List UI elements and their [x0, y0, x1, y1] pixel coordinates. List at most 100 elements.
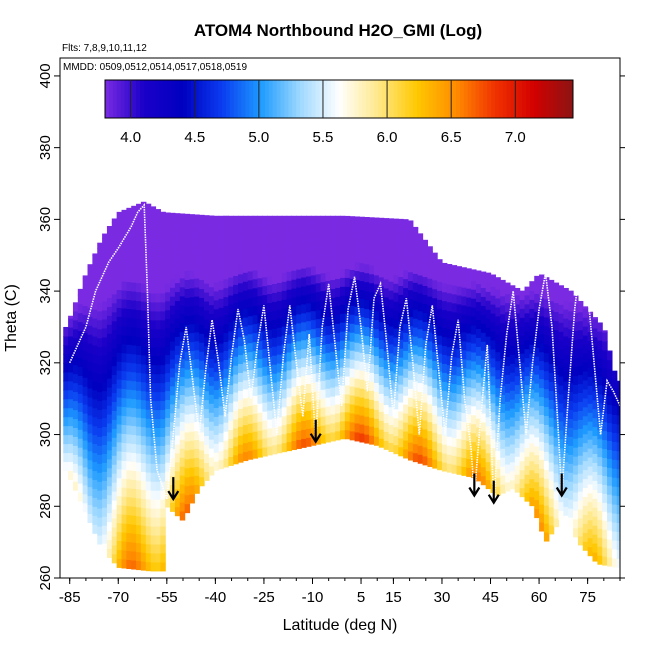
heatmap-cell: [577, 482, 584, 492]
heatmap-cell: [354, 279, 361, 290]
heatmap-cell: [427, 448, 433, 459]
heatmap-cell: [140, 498, 147, 508]
heatmap-cell: [514, 483, 521, 493]
heatmap-cell: [267, 374, 273, 384]
heatmap-cell: [262, 375, 268, 385]
heatmap-cell: [364, 263, 370, 274]
heatmap-cell: [111, 526, 118, 537]
heatmap-cell: [262, 339, 268, 349]
heatmap-cell: [582, 370, 589, 381]
heatmap-cell: [616, 450, 620, 461]
heatmap-cell: [228, 277, 234, 287]
heatmap-cell: [427, 313, 433, 324]
heatmap-cell: [286, 360, 293, 371]
heatmap-cell: [407, 388, 414, 398]
heatmap-cell: [597, 501, 603, 511]
heatmap-cell: [189, 422, 195, 432]
heatmap-cell: [349, 403, 356, 414]
heatmap-cell: [471, 271, 477, 281]
heatmap-cell: [364, 299, 370, 310]
heatmap-cell: [238, 273, 244, 284]
heatmap-cell: [140, 274, 147, 284]
heatmap-cell: [262, 258, 268, 269]
heatmap-cell: [72, 337, 79, 348]
heatmap-cell: [218, 414, 225, 425]
heatmap-cell: [111, 374, 118, 385]
heatmap-cell: [490, 384, 496, 395]
colorbar-segment: [491, 80, 496, 118]
heatmap-cell: [262, 437, 268, 448]
colorbar-segment: [300, 80, 305, 118]
heatmap-cell: [505, 446, 511, 456]
heatmap-cell: [286, 432, 293, 443]
heatmap-cell: [165, 462, 171, 472]
heatmap-cell: [543, 531, 550, 542]
heatmap-cell: [136, 354, 142, 364]
heatmap-cell: [548, 372, 555, 382]
heatmap-cell: [228, 250, 234, 260]
heatmap-cell: [597, 357, 603, 368]
heatmap-cell: [471, 387, 477, 398]
heatmap-cell: [189, 233, 195, 244]
heatmap-cell: [68, 362, 74, 373]
heatmap-cell: [310, 215, 317, 222]
heatmap-cell: [92, 416, 98, 427]
heatmap-cell: [500, 286, 506, 297]
heatmap-cell: [558, 304, 564, 314]
heatmap-cell: [582, 335, 589, 345]
heatmap-cell: [252, 377, 259, 387]
heatmap-cell: [587, 367, 594, 377]
heatmap-cell: [320, 326, 327, 336]
heatmap-cell: [398, 428, 404, 439]
colorbar-segment: [456, 80, 461, 118]
heatmap-cell: [140, 247, 147, 257]
heatmap-cell: [126, 532, 132, 543]
heatmap-cell: [310, 310, 317, 321]
heatmap-cell: [145, 516, 152, 527]
heatmap-cell: [393, 283, 399, 293]
heatmap-cell: [340, 384, 346, 395]
heatmap-cell: [505, 347, 511, 357]
heatmap-cell: [505, 419, 511, 429]
heatmap-cell: [213, 263, 220, 274]
heatmap-cell: [286, 414, 293, 425]
heatmap-cell: [325, 415, 331, 425]
heatmap-cell: [602, 349, 608, 360]
heatmap-cell: [320, 272, 327, 283]
heatmap-cell: [238, 220, 244, 230]
heatmap-cell: [529, 469, 535, 480]
heatmap-cell: [262, 231, 268, 242]
heatmap-cell: [495, 405, 501, 416]
heatmap-cell: [97, 418, 103, 428]
heatmap-cell: [194, 394, 200, 405]
heatmap-cell: [131, 524, 137, 534]
heatmap-cell: [233, 347, 239, 357]
heatmap-cell: [116, 531, 123, 542]
heatmap-cell: [500, 475, 506, 485]
heatmap-cell: [344, 268, 351, 278]
heatmap-cell: [485, 389, 492, 400]
heatmap-cell: [393, 218, 399, 222]
heatmap-cell: [359, 217, 365, 228]
x-tick-label: -70: [107, 589, 129, 606]
heatmap-cell: [218, 215, 225, 219]
heatmap-cell: [242, 317, 249, 327]
heatmap-cell: [456, 447, 462, 457]
heatmap-cell: [475, 418, 482, 428]
heatmap-cell: [87, 396, 93, 407]
colorbar-segment: [284, 80, 289, 118]
heatmap-cell: [233, 338, 239, 348]
heatmap-cell: [189, 251, 195, 262]
heatmap-cell: [475, 283, 482, 294]
heatmap-cell: [165, 435, 171, 445]
heatmap-cell: [281, 397, 288, 408]
heatmap-cell: [495, 277, 501, 281]
heatmap-cell: [199, 214, 205, 218]
heatmap-cell: [116, 388, 123, 398]
heatmap-cell: [179, 484, 186, 494]
heatmap-cell: [432, 315, 438, 326]
heatmap-cell: [252, 287, 259, 298]
heatmap-cell: [106, 252, 113, 263]
heatmap-cell: [451, 374, 458, 385]
colorbar-segment: [120, 80, 125, 118]
